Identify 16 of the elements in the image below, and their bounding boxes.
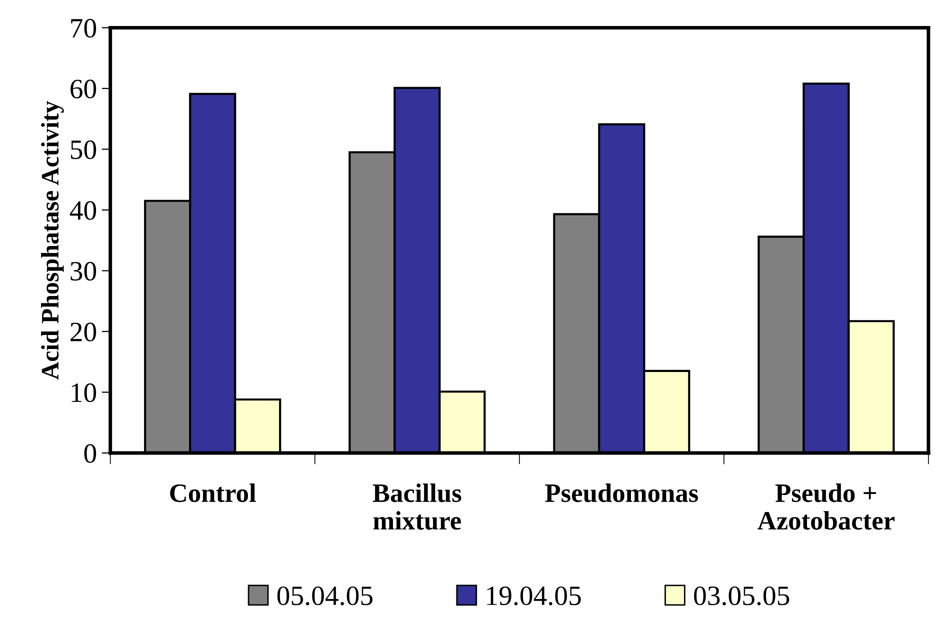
y-tick-label: 0 [84, 444, 96, 463]
x-tick-label: Bacillus mixture [372, 484, 462, 530]
y-tick-label: 50 [70, 140, 96, 160]
y-tick-label: 30 [70, 262, 96, 281]
y-tick-label: 60 [70, 80, 96, 98]
y-axis-title: Acid Phosphatase Activity [41, 100, 64, 380]
y-tick-label: 70 [71, 18, 96, 38]
y-tick-label: 40 [70, 201, 96, 220]
legend-label: 05.04.05 [277, 586, 372, 606]
y-tick-label: 10 [72, 383, 96, 402]
legend-label: 19.04.05 [487, 586, 581, 606]
x-tick-label: Pseudo + Azotobacter [758, 484, 894, 530]
x-tick-label: Pseudomonas [545, 484, 698, 502]
legend-label: 03.05.05 [694, 586, 790, 606]
y-tick-label: 20 [70, 322, 96, 342]
x-tick-label: Control [170, 484, 256, 502]
